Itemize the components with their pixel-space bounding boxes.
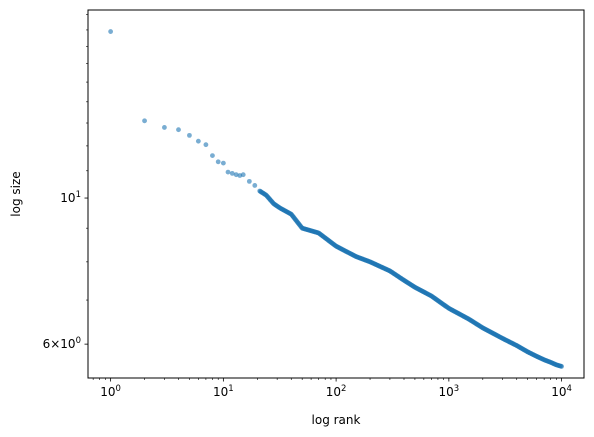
data-point — [187, 132, 192, 138]
data-point — [142, 118, 147, 124]
plot-frame — [87, 9, 585, 379]
data-point — [220, 160, 226, 166]
data-point — [558, 363, 564, 369]
x-tick-label: 100 — [100, 384, 121, 399]
y-axis-label: log size — [9, 171, 23, 216]
data-point — [233, 172, 239, 178]
data-point — [195, 138, 201, 144]
x-axis-label: log rank — [312, 413, 361, 427]
data-point — [225, 169, 231, 175]
y-tick-label: 101 — [60, 190, 81, 205]
data-point — [162, 125, 167, 130]
x-tick-label: 101 — [213, 384, 234, 399]
plot-background — [88, 10, 584, 378]
x-tick-label: 103 — [439, 384, 460, 399]
data-point — [246, 178, 252, 184]
data-point — [203, 142, 209, 148]
x-tick-label: 104 — [551, 384, 572, 399]
data-point — [240, 172, 246, 178]
y-axis-ticks: 6×100 101 — [43, 190, 88, 351]
data-point — [210, 153, 215, 159]
x-tick-label: 102 — [326, 384, 347, 399]
data-point — [108, 29, 114, 34]
x-axis-ticks: 100 101 102 103 104 — [100, 378, 572, 399]
data-point — [215, 159, 221, 165]
data-point — [229, 171, 235, 176]
data-point — [176, 127, 181, 133]
data-point — [252, 183, 258, 188]
data-points — [108, 29, 564, 369]
y-tick-label: 6×100 — [43, 336, 81, 351]
